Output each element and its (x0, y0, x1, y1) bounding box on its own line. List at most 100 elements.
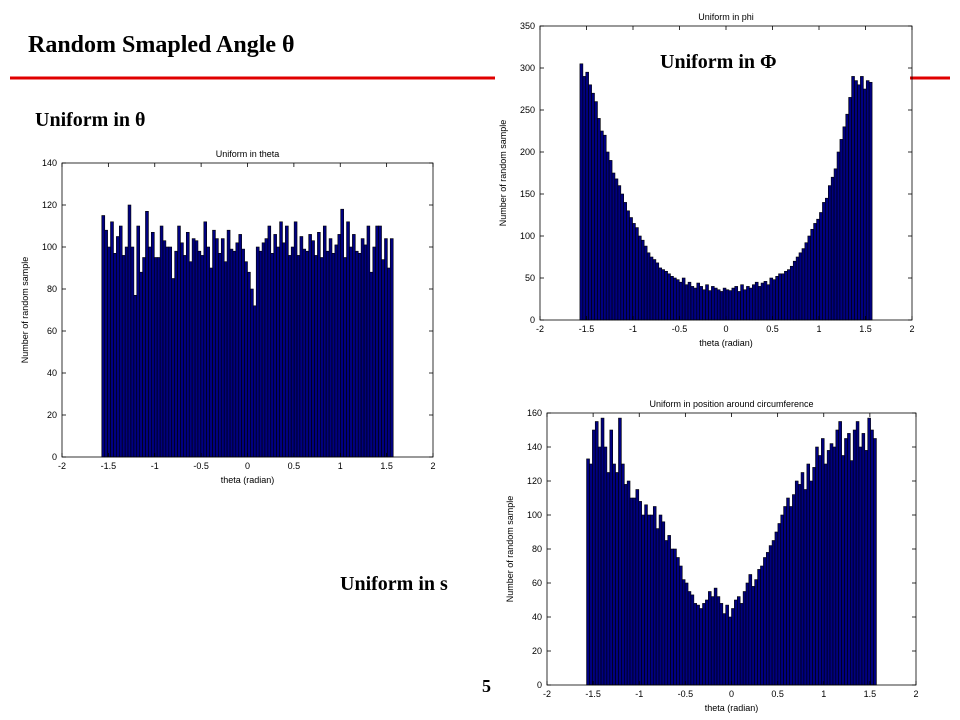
x-tick-label: -1.5 (585, 689, 601, 699)
histogram-bar (784, 270, 788, 321)
histogram-bar (608, 160, 613, 321)
histogram-bar (652, 259, 657, 321)
histogram-bar (847, 433, 851, 686)
histogram-bar (787, 269, 791, 321)
histogram-bar (349, 246, 353, 458)
histogram-bar (606, 472, 611, 686)
x-tick-label: 1.5 (380, 461, 393, 471)
histogram-bar (670, 548, 674, 686)
histogram-bar (352, 234, 356, 458)
x-tick-label: 0.5 (766, 324, 779, 334)
histogram-bar (369, 271, 374, 458)
histogram-bar (783, 506, 787, 686)
histogram-bar (679, 565, 683, 686)
histogram-bar (801, 248, 806, 321)
y-tick-label: 50 (525, 273, 535, 283)
histogram-bar (725, 604, 729, 686)
histogram-bar (311, 240, 315, 458)
histogram-bar (621, 463, 625, 686)
histogram-bar (766, 284, 771, 321)
histogram-bar (716, 596, 721, 686)
histogram-bar (197, 250, 202, 458)
histogram-bar (314, 255, 318, 458)
histogram-bar (842, 126, 847, 321)
histogram-bar (618, 417, 622, 686)
histogram-bar (809, 480, 813, 686)
histogram-bar (731, 287, 736, 321)
histogram-bar (226, 229, 231, 458)
histogram-bar (749, 287, 753, 321)
histogram-bar (841, 455, 845, 686)
histogram-bar (678, 281, 683, 321)
histogram-bar (800, 472, 805, 686)
histogram-bar (858, 446, 863, 686)
histogram-bar (751, 586, 755, 686)
histogram-bar (839, 139, 844, 321)
histogram-bar (829, 443, 834, 686)
histogram-bar (664, 270, 668, 321)
y-tick-label: 40 (532, 612, 542, 622)
histogram-bar (737, 596, 741, 686)
histogram-bar (603, 446, 608, 686)
chart-title: Uniform in phi (698, 12, 754, 22)
histogram-bar (183, 255, 187, 458)
histogram-bar (357, 253, 362, 458)
histogram-bar (719, 291, 724, 321)
histogram-bar (854, 80, 858, 321)
histogram-bar (617, 185, 622, 321)
histogram-bar (644, 504, 648, 686)
x-axis-label: theta (radian) (705, 703, 759, 713)
histogram-bar (757, 286, 762, 321)
histogram-bar (775, 276, 779, 321)
histogram-bar (650, 514, 654, 686)
histogram-bar (795, 256, 800, 321)
histogram-bar (863, 88, 867, 321)
histogram-bar (188, 261, 193, 458)
y-axis-label: Number of random sample (20, 257, 30, 364)
y-tick-label: 120 (42, 200, 57, 210)
histogram-bar (640, 239, 645, 321)
histogram-bar (629, 497, 634, 686)
histogram-bar (848, 97, 852, 321)
histogram-bar (139, 271, 143, 458)
histogram-bar (203, 221, 207, 458)
histogram-bar (151, 232, 155, 458)
histogram-bar (719, 603, 724, 686)
histogram-bar (320, 257, 324, 458)
x-tick-label: -1 (629, 324, 637, 334)
histogram-bar (681, 579, 686, 686)
histogram-bar (331, 253, 336, 458)
histogram-bar (771, 540, 776, 686)
histogram-bar (757, 569, 761, 686)
y-tick-label: 0 (537, 680, 542, 690)
histogram-bar (769, 277, 774, 321)
histogram-bar (705, 284, 709, 321)
histogram-bar (810, 228, 814, 321)
x-tick-label: -0.5 (193, 461, 209, 471)
histogram-bar (731, 608, 735, 686)
histogram-bar (838, 421, 842, 686)
y-tick-label: 350 (520, 21, 535, 31)
histogram-bar (696, 604, 700, 686)
histogram-bar (649, 256, 654, 321)
histogram-bar (774, 531, 779, 686)
histogram-bar (594, 421, 599, 686)
y-tick-label: 20 (47, 410, 57, 420)
histogram-bar (860, 76, 864, 321)
histogram-bar (728, 616, 732, 686)
chart-title: Uniform in position around circumference (649, 399, 813, 409)
histogram-bar (705, 599, 709, 686)
histogram-bar (288, 255, 292, 458)
y-tick-label: 0 (530, 315, 535, 325)
histogram-bar (794, 480, 799, 686)
y-tick-label: 60 (532, 578, 542, 588)
histogram-bar (693, 287, 698, 321)
histogram-bar (605, 151, 610, 321)
histogram-bar (107, 246, 111, 458)
x-tick-label: 0 (729, 689, 734, 699)
histogram-bar (238, 234, 242, 458)
y-tick-label: 60 (47, 326, 57, 336)
histogram-bar (156, 257, 161, 458)
x-tick-label: -0.5 (678, 689, 694, 699)
histogram-bar (687, 591, 692, 686)
